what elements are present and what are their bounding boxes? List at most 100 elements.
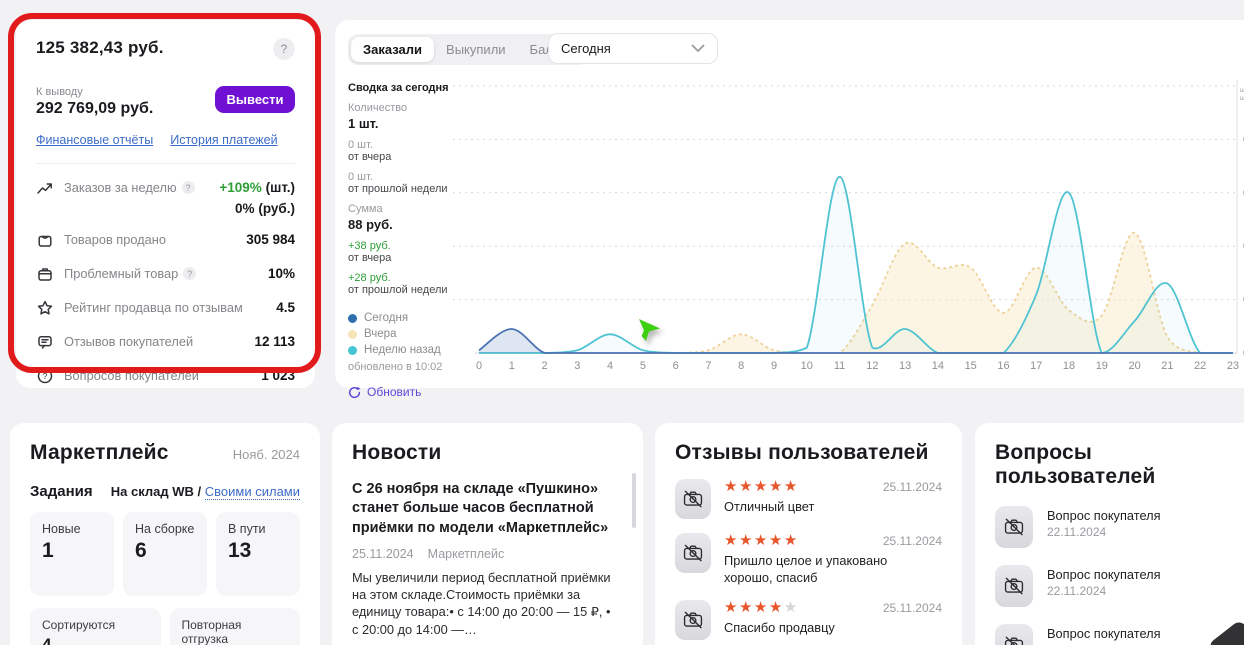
svg-text:4: 4	[607, 360, 613, 372]
tile-label: Новые	[42, 522, 81, 536]
question-date: 22.11.2024	[1047, 584, 1107, 598]
reviews-card: Отзывы пользователей ★★★★★ Отличный цвет 2…	[655, 423, 962, 645]
review-item[interactable]: ★★★★★ Спасибо продавцу 25.11.2024	[675, 600, 942, 641]
task-tile[interactable]: На сборке 6	[123, 512, 207, 596]
star-icon: ★	[768, 478, 784, 495]
stat-value: 305 984	[246, 232, 295, 247]
star-icon: ★	[724, 478, 739, 495]
box-icon	[36, 265, 54, 283]
questions-card: Вопросы пользователей Вопрос покупателя 2…	[975, 423, 1244, 645]
star-rating: ★★★★★	[724, 600, 835, 615]
question-date: 22.11.2024	[1047, 525, 1107, 539]
reviews-title: Отзывы пользователей	[675, 441, 929, 464]
no-photo-icon	[675, 533, 711, 573]
stat-label: Товаров продано	[64, 232, 166, 247]
star-icon: ★	[753, 599, 769, 617]
star-icon: ★	[724, 599, 739, 617]
star-rating: ★★★★★	[724, 533, 894, 548]
bag-icon	[36, 231, 54, 249]
svg-text:шт.: шт.	[1240, 88, 1244, 94]
dest-wb-label[interactable]: На склад WB	[110, 484, 194, 499]
question-item[interactable]: Вопрос покупателя 22.11.2024	[995, 506, 1235, 548]
qty-label: Количество	[348, 102, 408, 114]
task-tiles-row2: Сортируются 4 Повторная отгрузка0	[30, 608, 300, 645]
tile-value: 13	[228, 539, 252, 562]
stat-value: 12 113	[254, 334, 295, 349]
qty-delta2-value: 0 шт.	[348, 171, 373, 183]
star-icon: ★	[783, 478, 799, 495]
questions-title: Вопросы пользователей	[995, 441, 1156, 488]
stat-row: Проблемный товар? 10%	[36, 263, 295, 284]
news-title: Новости	[352, 441, 442, 464]
svg-text:21: 21	[1161, 360, 1173, 372]
legend-dot	[348, 329, 357, 339]
sum-delta2-value: +28 руб.	[348, 272, 391, 284]
svg-text:?: ?	[43, 371, 48, 381]
legend-item: Сегодня	[348, 312, 470, 324]
no-photo-icon	[675, 479, 711, 519]
star-icon: ★	[768, 599, 784, 617]
legend-label: Сегодня	[364, 312, 409, 324]
stat-row: Отзывов покупателей 12 113	[36, 331, 295, 352]
payment-history-link[interactable]: История платежей	[170, 133, 278, 147]
review-item[interactable]: ★★★★★ Отличный цвет 25.11.2024	[675, 479, 942, 519]
questions-list: Вопрос покупателя 22.11.2024 Вопрос покупа…	[995, 506, 1235, 645]
review-text: Пришло целое и упаковано хорошо, спасиб	[724, 553, 888, 585]
review-date: 25.11.2024	[882, 601, 942, 616]
question-item[interactable]: Вопрос покупателя 22.11.2024	[995, 565, 1235, 607]
withdraw-button[interactable]: Вывести	[215, 86, 295, 113]
tile-label: В пути	[228, 522, 266, 536]
stat-label: Вопросов покупателей	[64, 368, 199, 383]
review-text: Спасибо продавцу	[724, 620, 835, 636]
chart-card: ЗаказалиВыкупилиБаланс Сегодня Сводка за…	[335, 20, 1244, 399]
tab-выкупили[interactable]: Выкупили	[446, 42, 506, 57]
dest-self-link[interactable]: Своими силами	[204, 484, 300, 500]
divider	[36, 163, 295, 164]
task-tile[interactable]: Сортируются 4	[30, 608, 161, 645]
star-icon	[36, 299, 54, 317]
stats-list: Товаров продано 305 984 Проблемный товар? 1…	[36, 229, 295, 386]
stat-row: Товаров продано 305 984	[36, 229, 295, 250]
review-date: 25.11.2024	[882, 480, 942, 494]
svg-text:11: 11	[834, 360, 845, 372]
svg-text:16: 16	[997, 360, 1009, 372]
svg-text:0: 0	[476, 360, 482, 372]
news-card: Новости С 26 ноября на складе «Пушкино» …	[332, 423, 643, 645]
no-photo-icon	[675, 600, 711, 641]
news-headline[interactable]: С 26 ноября на складе «Пушкино» станет б…	[352, 481, 609, 536]
to-withdraw-amount: 292 769,09 руб.	[36, 100, 154, 117]
summary-title: Сводка за сегодня	[348, 82, 449, 94]
star-icon: ★	[783, 532, 799, 549]
news-date: 25.11.2024	[352, 546, 414, 561]
marketplace-card: Маркетплейс Нояб. 2024 Задания На склад …	[10, 423, 320, 645]
period-dropdown[interactable]: Сегодня	[548, 33, 718, 64]
task-tile[interactable]: Новые 1	[30, 512, 114, 596]
refresh-icon	[348, 386, 361, 398]
sum-label: Сумма	[348, 203, 383, 215]
help-icon[interactable]: ?	[273, 38, 295, 60]
task-tile[interactable]: Повторная отгрузка0	[169, 608, 300, 645]
svg-text:14: 14	[932, 360, 944, 372]
help-icon[interactable]: ?	[183, 267, 197, 280]
news-scrollbar[interactable]	[632, 473, 636, 528]
review-text: Отличный цвет	[724, 499, 815, 514]
tile-value: 4	[42, 635, 52, 645]
orders-week-pct-rub: 0%	[235, 201, 255, 216]
green-cursor-icon	[639, 319, 660, 341]
star-icon: ★	[738, 478, 754, 495]
financial-reports-link[interactable]: Финансовые отчёты	[36, 133, 154, 147]
question-item[interactable]: Вопрос покупателя 22.11.2024	[995, 624, 1235, 645]
tasks-label: Задания	[30, 483, 93, 500]
svg-text:19: 19	[1096, 360, 1108, 372]
svg-text:2: 2	[541, 360, 547, 372]
tile-value: 6	[135, 539, 147, 562]
refresh-button[interactable]: Обновить	[348, 385, 470, 399]
question-text: Вопрос покупателя	[1047, 567, 1161, 582]
help-icon[interactable]: ?	[181, 181, 195, 194]
tab-заказали[interactable]: Заказали	[351, 37, 435, 62]
task-tile[interactable]: В пути 13	[216, 512, 300, 596]
balance-amount: 125 382,43 руб.	[36, 38, 164, 57]
review-item[interactable]: ★★★★★ Пришло целое и упаковано хорошо, сп…	[675, 533, 942, 586]
legend-label: Неделю назад	[364, 344, 441, 356]
legend-label: Вчера	[364, 328, 397, 340]
